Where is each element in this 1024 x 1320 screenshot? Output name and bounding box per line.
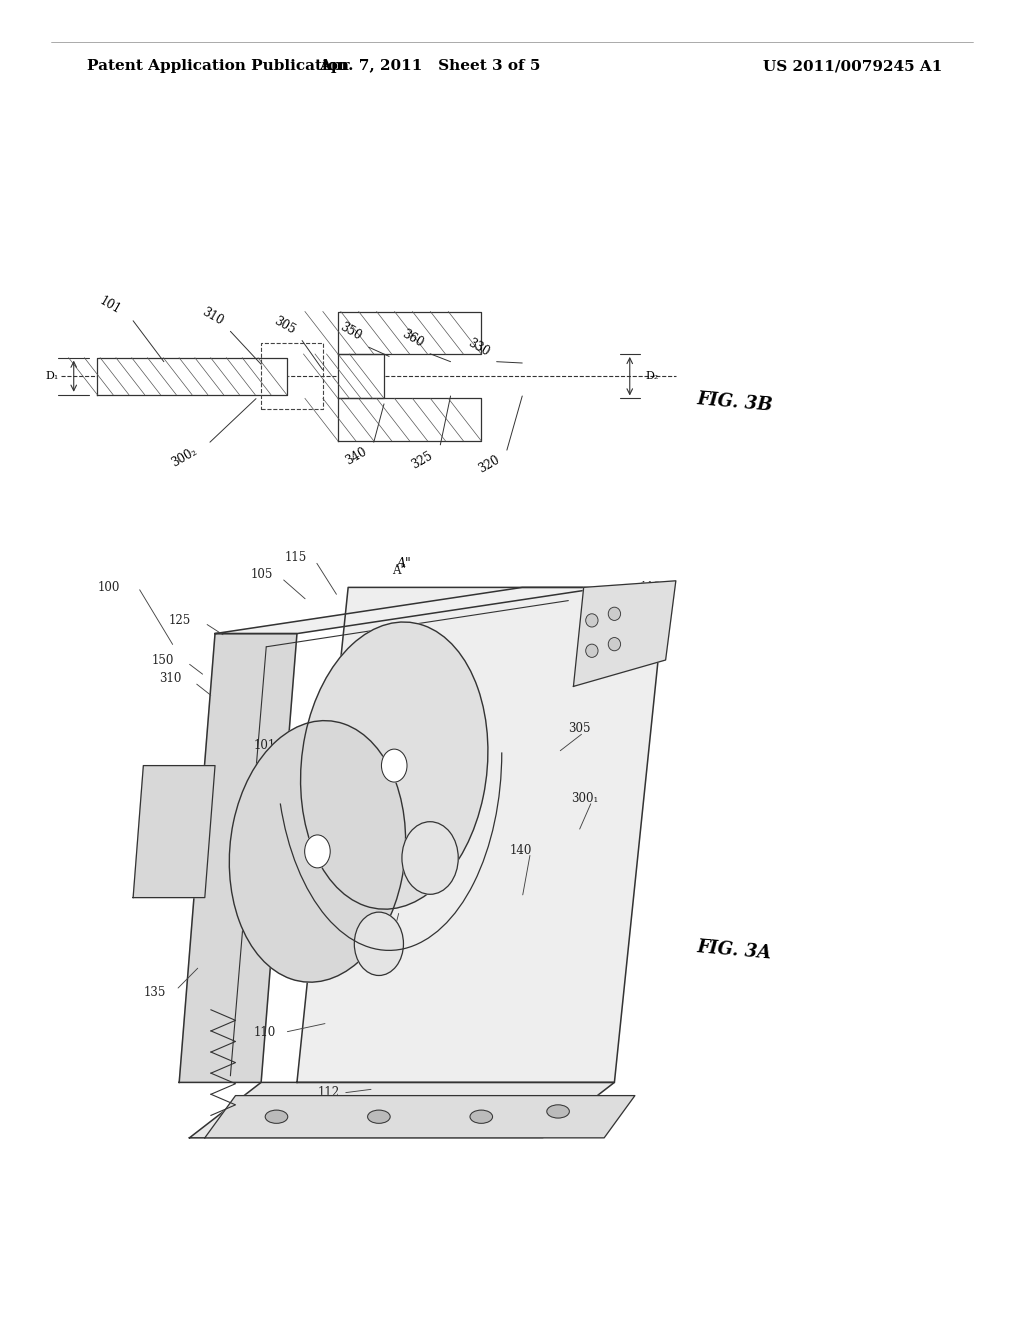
Text: 100: 100 (97, 581, 120, 594)
Text: 360: 360 (399, 327, 425, 350)
Text: 325: 325 (410, 449, 435, 471)
Text: 210: 210 (440, 746, 463, 759)
Text: 300₂: 300₂ (479, 1122, 507, 1135)
Text: 300₁: 300₁ (571, 792, 599, 805)
Text: 101: 101 (254, 739, 276, 752)
Text: A": A" (392, 564, 407, 577)
Text: 112: 112 (408, 1096, 430, 1109)
Text: 310: 310 (159, 672, 181, 685)
Polygon shape (297, 587, 666, 1082)
Text: Apr. 7, 2011   Sheet 3 of 5: Apr. 7, 2011 Sheet 3 of 5 (319, 59, 541, 74)
Text: 125: 125 (169, 614, 191, 627)
Text: 140: 140 (510, 843, 532, 857)
Polygon shape (338, 354, 384, 399)
Text: 200: 200 (438, 680, 461, 693)
Text: 350: 350 (338, 321, 364, 343)
Polygon shape (338, 399, 481, 441)
Text: FIG. 3B: FIG. 3B (696, 391, 774, 414)
Text: 150: 150 (152, 653, 174, 667)
Polygon shape (215, 587, 604, 634)
Ellipse shape (470, 1110, 493, 1123)
Text: 115: 115 (285, 550, 307, 564)
Ellipse shape (547, 1105, 569, 1118)
Text: 200: 200 (364, 924, 386, 937)
Text: D₂: D₂ (645, 371, 658, 381)
Polygon shape (97, 358, 287, 395)
Text: 340: 340 (343, 445, 369, 467)
Text: 112: 112 (640, 581, 663, 594)
Text: 305: 305 (568, 722, 591, 735)
Ellipse shape (368, 1110, 390, 1123)
Ellipse shape (305, 836, 330, 869)
Polygon shape (133, 766, 215, 898)
Ellipse shape (301, 622, 487, 909)
Ellipse shape (608, 638, 621, 651)
Text: 105: 105 (251, 568, 273, 581)
Text: 135: 135 (143, 986, 166, 999)
Text: 101: 101 (97, 294, 123, 317)
Ellipse shape (354, 912, 403, 975)
Ellipse shape (608, 607, 621, 620)
Text: FIG. 3A: FIG. 3A (696, 939, 772, 962)
Polygon shape (205, 1096, 635, 1138)
Text: A": A" (397, 557, 412, 570)
Text: 305: 305 (271, 314, 297, 337)
Text: US 2011/0079245 A1: US 2011/0079245 A1 (763, 59, 942, 74)
Ellipse shape (229, 721, 406, 982)
Text: 300₁: 300₁ (454, 1113, 481, 1126)
Text: B: B (266, 812, 274, 825)
Text: 300₂: 300₂ (169, 445, 199, 470)
Ellipse shape (381, 750, 408, 781)
Text: Patent Application Publication: Patent Application Publication (87, 59, 349, 74)
Ellipse shape (401, 821, 459, 895)
Text: 310: 310 (200, 305, 225, 327)
Polygon shape (179, 634, 297, 1082)
Text: 112: 112 (317, 1086, 340, 1100)
Polygon shape (338, 312, 481, 354)
Text: 320: 320 (476, 453, 502, 475)
Text: D₁: D₁ (45, 371, 58, 381)
Polygon shape (573, 581, 676, 686)
Polygon shape (189, 1082, 614, 1138)
Ellipse shape (265, 1110, 288, 1123)
Ellipse shape (586, 614, 598, 627)
Ellipse shape (586, 644, 598, 657)
Text: 330: 330 (466, 337, 492, 359)
Text: 110: 110 (254, 1026, 276, 1039)
